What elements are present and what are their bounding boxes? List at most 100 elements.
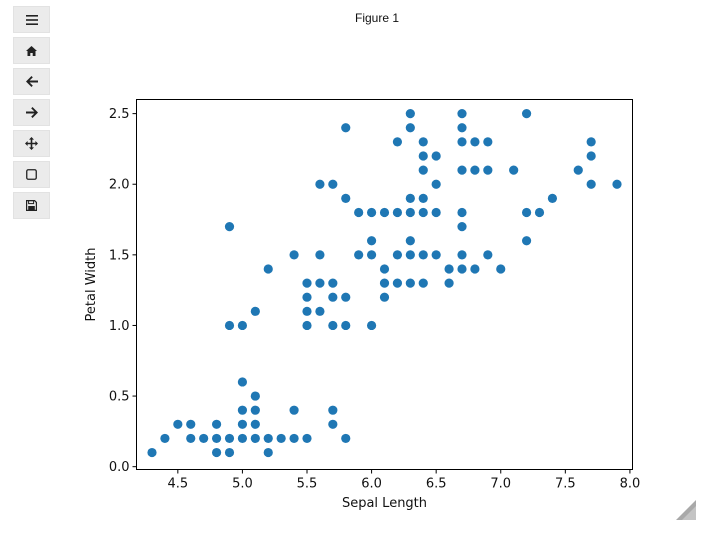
data-point — [237, 377, 248, 387]
y-tick-label: 2.0 — [109, 178, 130, 193]
data-point — [586, 179, 596, 189]
data-point — [612, 179, 622, 189]
y-tick-label: 2.5 — [109, 107, 130, 122]
data-point — [457, 137, 467, 147]
data-point — [328, 292, 338, 302]
move-icon — [25, 137, 38, 150]
data-point — [418, 207, 428, 218]
data-point — [457, 165, 467, 175]
data-point — [315, 306, 325, 316]
data-point — [496, 264, 506, 274]
pan-button[interactable] — [13, 130, 50, 157]
toolbar — [13, 6, 50, 223]
data-point — [405, 109, 415, 119]
y-tick-label: 1.5 — [109, 248, 130, 263]
data-point — [315, 179, 325, 189]
data-point — [405, 207, 415, 218]
data-point — [418, 278, 428, 288]
data-point — [405, 123, 415, 133]
data-point — [250, 405, 260, 415]
data-point — [250, 391, 260, 401]
data-point — [315, 278, 325, 288]
data-point — [276, 433, 286, 444]
resize-grip-icon[interactable] — [676, 500, 696, 520]
data-point — [509, 165, 519, 175]
data-point — [457, 123, 467, 133]
data-point — [224, 320, 235, 331]
data-point — [289, 250, 299, 260]
data-point — [237, 320, 248, 331]
data-point — [521, 236, 532, 246]
hamburger-icon — [25, 14, 38, 25]
data-point — [573, 165, 583, 175]
y-tick-label: 0.0 — [109, 460, 130, 475]
data-point — [392, 207, 403, 218]
data-point — [470, 165, 480, 175]
x-axis-label: Sepal Length — [342, 496, 427, 511]
data-point — [405, 250, 415, 260]
data-point — [418, 193, 428, 203]
data-point — [379, 264, 390, 274]
data-point — [250, 419, 260, 429]
zoom-button[interactable] — [13, 161, 50, 188]
arrow-right-icon — [25, 107, 38, 118]
data-point — [302, 292, 312, 302]
data-point — [457, 109, 467, 119]
data-point — [431, 250, 441, 260]
data-point — [354, 207, 364, 218]
data-point — [483, 250, 493, 260]
x-tick-label: 5.0 — [232, 477, 253, 492]
data-point — [341, 123, 351, 133]
data-point — [302, 278, 312, 288]
save-icon — [26, 200, 37, 211]
data-point — [224, 433, 235, 444]
data-point — [237, 405, 248, 415]
data-point — [224, 447, 235, 458]
home-button[interactable] — [13, 37, 50, 64]
back-button[interactable] — [13, 68, 50, 95]
data-point — [366, 236, 377, 246]
data-point — [328, 278, 338, 288]
arrow-left-icon — [25, 76, 38, 87]
figure-title: Figure 1 — [354, 11, 400, 25]
data-point — [457, 207, 467, 218]
data-point — [418, 165, 428, 175]
data-point — [328, 320, 338, 331]
data-point — [186, 433, 196, 444]
x-tick-label: 6.0 — [361, 477, 382, 492]
x-tick-label: 7.5 — [555, 477, 576, 492]
data-point — [534, 207, 545, 218]
data-point — [418, 151, 428, 161]
data-point — [211, 419, 222, 429]
data-point — [160, 433, 170, 444]
data-point — [457, 250, 467, 260]
data-point — [418, 137, 428, 147]
data-point — [328, 179, 338, 189]
data-point — [302, 306, 312, 316]
data-point — [521, 207, 532, 218]
data-point — [366, 250, 377, 260]
data-point — [289, 433, 299, 444]
x-tick-label: 7.0 — [490, 477, 511, 492]
forward-button[interactable] — [13, 99, 50, 126]
x-tick-label: 5.5 — [297, 477, 318, 492]
data-point — [457, 221, 467, 232]
data-point — [457, 264, 467, 274]
data-point — [418, 250, 428, 260]
data-point — [405, 278, 415, 288]
data-point — [341, 193, 351, 203]
data-point — [392, 137, 403, 147]
x-axis-ticks: 4.5 5.0 5.5 6.0 6.5 7.0 7.5 8.0 — [167, 469, 640, 492]
data-point — [444, 264, 454, 274]
data-points — [147, 109, 622, 458]
data-point — [302, 320, 312, 331]
data-point — [263, 264, 273, 274]
y-tick-label: 1.0 — [109, 319, 130, 334]
save-button[interactable] — [13, 192, 50, 219]
data-point — [341, 320, 351, 331]
menu-button[interactable] — [13, 6, 50, 33]
data-point — [431, 207, 441, 218]
data-point — [250, 306, 260, 316]
data-point — [431, 179, 441, 189]
